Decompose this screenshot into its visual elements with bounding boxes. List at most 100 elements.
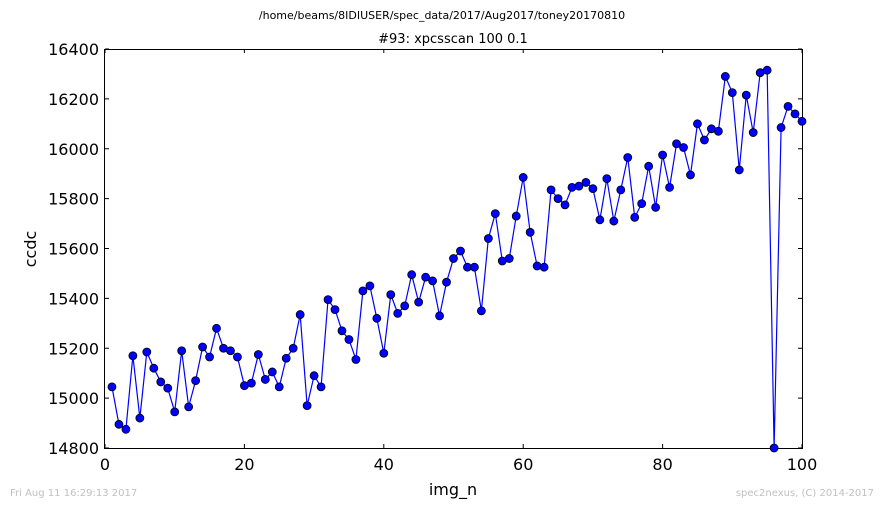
data-point [316,382,326,392]
data-point [727,88,737,98]
data-point [616,185,626,195]
data-point [386,290,396,300]
data-point [679,143,688,152]
x-axis-label: img_n [429,480,477,500]
data-point [790,109,800,119]
data-point [393,308,403,318]
data-point [762,65,772,75]
data-point [672,139,681,149]
figure-path-title: /home/beams/8IDIUSER/spec_data/2017/Aug2… [258,9,626,22]
data-point [295,310,305,319]
x-tick-label: 100 [787,455,818,474]
data-point [163,383,173,393]
data-point [525,227,535,237]
data-point [365,281,375,291]
data-point [651,202,661,212]
chart-title: #93: xpcsscan 100 0.1 [378,32,528,47]
x-tick-label: 80 [652,455,672,474]
data-point [330,305,340,315]
data-point [490,209,500,218]
data-point [226,346,235,356]
y-tick-label: 16400 [48,40,99,59]
data-point [741,90,751,100]
y-tick-label: 14800 [48,439,99,458]
data-point [421,272,431,282]
data-point [581,178,591,187]
data-point [337,326,347,336]
data-point [637,199,647,209]
data-point [344,335,354,344]
data-point [309,371,319,381]
data-point [260,375,270,384]
data-point [574,181,584,191]
data-point [602,174,612,184]
data-point [149,363,159,373]
data-point [121,424,131,434]
data-point [783,101,793,111]
plot-frame [104,49,803,449]
data-point [797,116,807,126]
data-point [553,194,563,204]
data-point [748,128,758,137]
data-point [407,270,417,280]
data-point [470,262,479,272]
data-point [246,378,256,388]
data-point [518,173,528,182]
data-point [511,211,521,221]
data-point [720,72,730,81]
data-point [288,343,298,353]
data-point [414,297,424,307]
data-point [274,382,284,392]
data-point [483,234,493,243]
data-point [700,135,709,145]
x-tick-label: 40 [374,455,394,474]
data-point [135,413,145,423]
y-tick-label: 15800 [48,190,99,209]
data-point [560,200,570,210]
data-point [400,301,410,311]
data-point [665,182,674,192]
x-tick-label: 0 [100,455,110,474]
data-point [609,216,619,226]
data-point [267,367,277,377]
data-point [170,407,180,417]
data-point [476,306,486,316]
data-point [205,352,214,362]
data-point [107,382,117,392]
y-tick-label: 15000 [48,389,99,408]
data-point [198,342,207,352]
data-point [114,419,124,429]
data-point [588,184,598,194]
data-point [191,376,201,386]
data-point [253,350,263,359]
data-point [302,401,312,411]
data-point [379,348,389,358]
data-point [546,185,556,195]
data-point [372,313,382,323]
y-tick-label: 15400 [48,289,99,308]
data-point [351,355,361,364]
data-point [323,295,333,305]
data-point [776,123,786,132]
data-point [358,286,368,296]
data-point [713,126,723,136]
data-point [142,347,152,357]
y-axis-label: ccdc [21,231,40,268]
data-point [442,277,451,287]
y-tick-label: 15200 [48,339,99,358]
data-point [184,402,194,412]
data-point [623,153,633,162]
data-point [428,276,437,286]
footer-timestamp: Fri Aug 11 16:29:13 2017 [10,488,138,499]
data-point [693,119,702,129]
x-tick-label: 20 [234,455,254,474]
data-point [233,352,242,362]
data-point [435,311,444,321]
data-point [128,351,138,361]
y-tick-label: 15600 [48,240,99,259]
data-point [212,323,221,333]
data-point [686,170,695,180]
data-point [644,161,654,171]
x-tick-label: 60 [513,455,533,474]
